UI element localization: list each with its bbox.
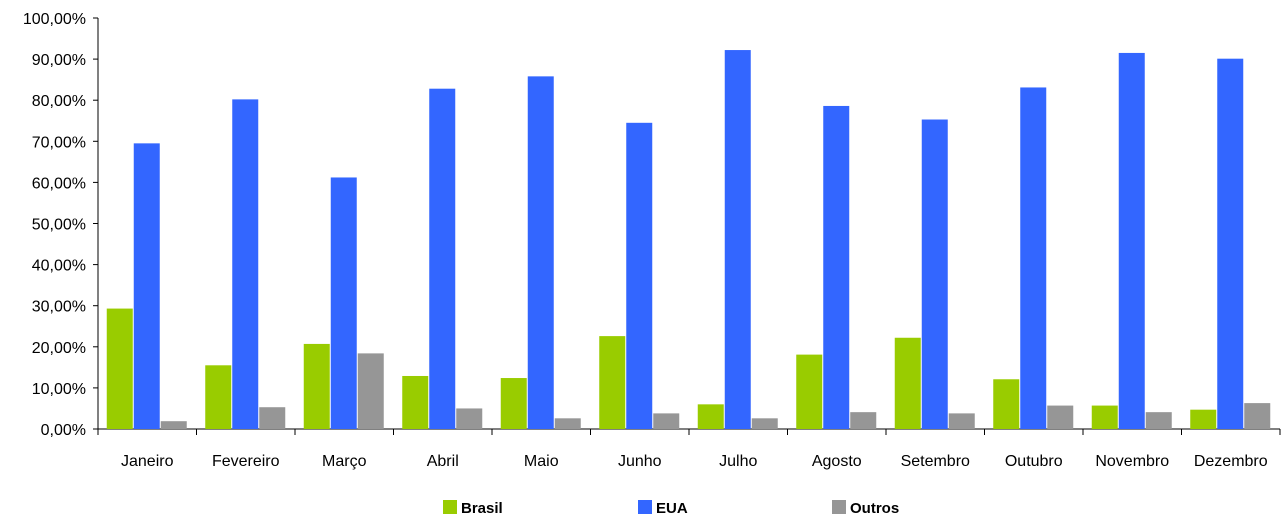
axes	[93, 17, 1281, 435]
x-tick-label: Dezembro	[1194, 453, 1268, 470]
bar-eua	[232, 99, 259, 430]
y-tick-label: 90,00%	[32, 52, 86, 69]
legend: Brasil EUA Outros	[443, 500, 899, 515]
x-tick-label: Janeiro	[121, 453, 174, 470]
y-tick-label: 50,00%	[32, 217, 86, 234]
y-tick-label: 30,00%	[32, 299, 86, 316]
bar-brasil	[303, 343, 330, 429]
legend-swatch	[832, 500, 846, 514]
bar-outros	[1145, 412, 1172, 429]
bar-outros	[554, 418, 581, 429]
bar-outros	[456, 408, 483, 429]
bar-outros	[948, 413, 975, 429]
bar-outros	[850, 412, 877, 429]
x-tick-label: Agosto	[812, 453, 862, 470]
legend-swatch	[443, 500, 457, 514]
bar-outros	[751, 418, 778, 429]
x-tick-label: Novembro	[1095, 453, 1169, 470]
y-tick-label: 10,00%	[32, 381, 86, 398]
bar-brasil	[894, 337, 921, 429]
bar-outros	[357, 353, 384, 429]
bar-brasil	[1091, 405, 1118, 429]
x-tick-label: Julho	[719, 453, 757, 470]
y-tick-label: 40,00%	[32, 258, 86, 275]
bar-brasil	[1190, 409, 1217, 429]
bar-eua	[1118, 52, 1145, 430]
bar-brasil	[500, 378, 527, 429]
x-tick-label: Fevereiro	[212, 453, 280, 470]
y-tick-label: 70,00%	[32, 134, 86, 151]
legend-label: Brasil	[461, 500, 503, 515]
legend-label: Outros	[850, 500, 899, 515]
bar-eua	[724, 50, 751, 430]
bar-eua	[133, 143, 160, 430]
y-tick-labels: 0,00% 10,00% 20,00% 30,00% 40,00% 50,00% 60,00…	[23, 11, 86, 439]
y-tick-label: 20,00%	[32, 340, 86, 357]
y-tick-label: 60,00%	[32, 175, 86, 192]
bar-eua	[823, 105, 850, 429]
bar-brasil	[402, 375, 429, 429]
x-tick-label: Maio	[524, 453, 559, 470]
bar-brasil	[993, 379, 1020, 429]
legend-label: EUA	[656, 500, 688, 515]
bar-brasil	[796, 354, 823, 429]
bar-outros	[160, 421, 187, 429]
x-tick-label: Abril	[427, 453, 459, 470]
bar-brasil	[205, 365, 232, 429]
y-tick-label: 100,00%	[23, 11, 86, 28]
bar-outros	[653, 413, 680, 429]
x-tick-label: Outubro	[1005, 453, 1063, 470]
legend-swatch	[638, 500, 652, 514]
x-tick-label: Setembro	[901, 453, 970, 470]
bar-eua	[921, 119, 948, 429]
bar-brasil	[106, 308, 133, 429]
y-tick-label: 0,00%	[41, 422, 86, 439]
bar-brasil	[599, 336, 626, 429]
bar-eua	[1020, 87, 1047, 430]
bar-eua	[330, 177, 357, 429]
bar-eua	[1217, 58, 1244, 430]
bar-outros	[259, 407, 286, 429]
bar-eua	[527, 76, 554, 429]
x-tick-labels: Janeiro Fevereiro Março Abril Maio Junho Julho…	[121, 453, 1268, 470]
bar-outros	[1047, 405, 1074, 429]
bar-brasil	[697, 404, 724, 429]
x-tick-label: Março	[322, 453, 367, 470]
bar-eua	[626, 122, 653, 430]
x-tick-label: Junho	[618, 453, 662, 470]
bars	[106, 50, 1271, 430]
y-tick-label: 80,00%	[32, 93, 86, 110]
bar-eua	[429, 88, 456, 429]
bar-outros	[1244, 403, 1271, 429]
